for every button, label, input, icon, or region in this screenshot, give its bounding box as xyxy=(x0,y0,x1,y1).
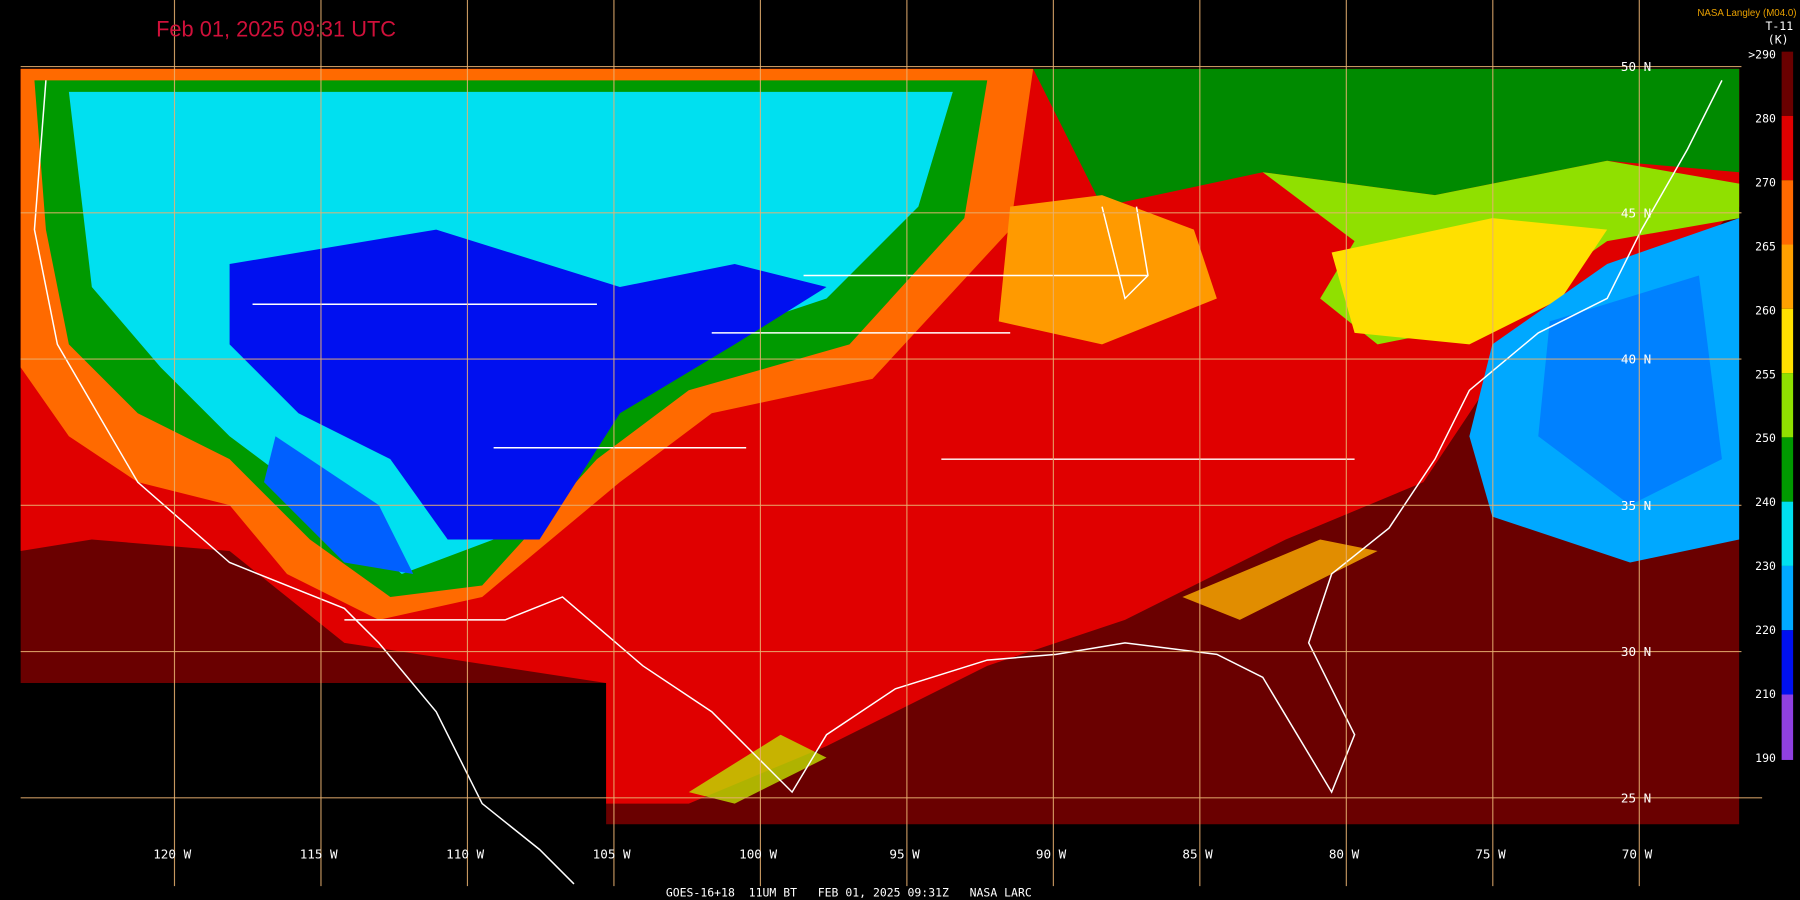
latitude-label: 30 N xyxy=(1621,644,1651,659)
longitude-label: 90 W xyxy=(1036,847,1067,862)
colorbar-label: 250 xyxy=(1755,431,1776,445)
colorbar-label: 220 xyxy=(1755,623,1776,637)
longitude-label: 120 W xyxy=(153,847,191,862)
labels: 50 N 45 N 40 N 35 N 30 N 25 N 120 W 115 W 110 W 1… xyxy=(153,59,1653,862)
colorbar xyxy=(1781,51,1794,760)
source: NASA Langley (M04.0) xyxy=(1697,8,1796,19)
colorbar-label: >290 xyxy=(1748,48,1776,62)
footer: GOES-16+18 11UM BT FEB 01, 2025 09:31Z N… xyxy=(666,886,1032,900)
footer-bar xyxy=(0,886,1800,900)
colorbar-label: 280 xyxy=(1755,111,1776,125)
latitude-label: 45 N xyxy=(1621,205,1651,220)
colorbar-label: 255 xyxy=(1755,367,1776,381)
longitude-label: 95 W xyxy=(889,847,920,862)
longitude-label: 110 W xyxy=(446,847,484,862)
timestamp: Feb 01, 2025 09:31 UTC xyxy=(156,17,396,42)
latitude-label: 35 N xyxy=(1621,498,1651,513)
longitude-label: 85 W xyxy=(1182,847,1213,862)
colorbar-label: 265 xyxy=(1755,239,1776,253)
latitude-label: 25 N xyxy=(1621,790,1651,805)
colorbar-label: 210 xyxy=(1755,687,1776,701)
colorbar-unit: (K) xyxy=(1768,33,1789,47)
latitude-label: 40 N xyxy=(1621,352,1651,367)
coastlines xyxy=(33,80,1723,885)
longitude-label: 105 W xyxy=(593,847,631,862)
colorbar-label: 240 xyxy=(1755,495,1776,509)
colorbar-label: 270 xyxy=(1755,175,1776,189)
latitude-label: 50 N xyxy=(1621,59,1651,74)
colorbar-label: 230 xyxy=(1755,559,1776,573)
colorbar-label: 260 xyxy=(1755,303,1776,317)
imagery xyxy=(20,68,1740,825)
longitude-label: 75 W xyxy=(1475,847,1506,862)
graticule xyxy=(20,0,1763,887)
colorbar-title: T-11 xyxy=(1765,19,1793,33)
longitude-label: 80 W xyxy=(1329,847,1360,862)
longitude-label: 115 W xyxy=(300,847,338,862)
longitude-label: 100 W xyxy=(739,847,777,862)
longitude-label: 70 W xyxy=(1622,847,1653,862)
colorbar-label: 190 xyxy=(1755,751,1776,765)
